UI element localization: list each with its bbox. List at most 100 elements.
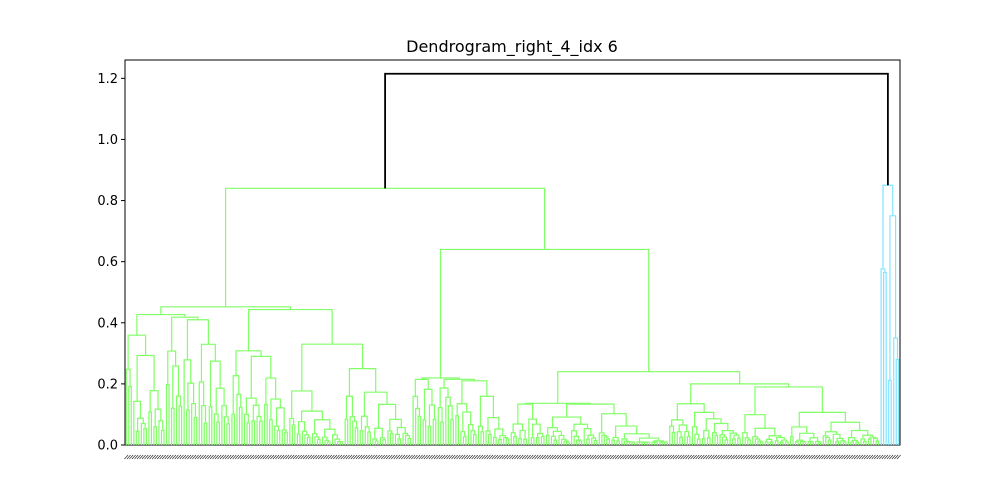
dendrogram-link — [744, 437, 750, 445]
leaf-label — [806, 454, 811, 460]
dendrogram-link — [382, 439, 387, 445]
dendrogram-link — [359, 430, 364, 445]
leaf-label — [803, 454, 808, 460]
dendrogram-link — [616, 440, 621, 445]
dendrogram-link — [337, 440, 342, 445]
dendrogram-link — [136, 417, 144, 432]
dendrogram-link — [696, 438, 701, 445]
leaf-label — [494, 454, 499, 460]
leaf-label — [179, 454, 184, 460]
leaf-label — [733, 454, 738, 460]
dendrogram-link — [530, 437, 535, 445]
dendrogram-link — [742, 432, 748, 445]
leaf-label — [579, 454, 584, 460]
dendrogram-link — [238, 406, 243, 445]
leaf-label — [708, 454, 713, 460]
leaf-label — [189, 454, 194, 460]
leaf-label — [853, 454, 858, 460]
dendrogram-link — [270, 398, 281, 420]
dendrogram-link — [223, 416, 229, 445]
leaf-label — [234, 454, 239, 460]
dendrogram-link — [824, 431, 838, 436]
leaf-label — [685, 454, 690, 460]
leaf-label — [156, 454, 161, 460]
leaf-label — [355, 454, 360, 460]
dendrogram-link — [684, 430, 690, 445]
leaf-label — [509, 454, 514, 460]
leaf-label — [848, 454, 853, 460]
leaf-label — [252, 454, 257, 460]
leaf-label — [697, 454, 702, 460]
leaf-label — [489, 454, 494, 460]
dendrogram-link — [301, 343, 364, 391]
leaf-label — [395, 454, 401, 460]
dendrogram-link — [706, 437, 711, 445]
leaf-label — [335, 454, 340, 460]
dendrogram-link — [754, 386, 823, 415]
dendrogram-link — [352, 420, 358, 445]
leaf-label — [242, 454, 247, 460]
leaf-label — [710, 454, 715, 460]
dendrogram-link — [414, 378, 429, 397]
dendrogram-link — [623, 433, 650, 439]
leaf-label — [418, 454, 423, 460]
dendrogram-link — [154, 408, 162, 427]
leaf-label — [204, 454, 209, 460]
dendrogram-link — [252, 404, 260, 421]
leaf-label — [282, 454, 287, 460]
dendrogram-link — [200, 343, 216, 383]
dendrogram-link — [165, 384, 170, 445]
dendrogram-link — [714, 434, 719, 445]
dendrogram-link — [553, 439, 558, 445]
leaf-label — [323, 454, 328, 460]
leaf-label — [778, 454, 783, 460]
leaf-label — [851, 454, 856, 460]
leaf-label — [272, 454, 277, 460]
dendrogram-link — [518, 437, 522, 445]
leaf-label — [466, 454, 471, 460]
leaf-label — [310, 454, 315, 460]
leaf-label — [330, 454, 335, 460]
dendrogram-link — [140, 422, 146, 445]
leaf-label — [365, 454, 370, 460]
leaf-label — [753, 454, 758, 460]
dendrogram-link — [148, 411, 153, 445]
leaf-label — [167, 454, 172, 460]
dendrogram-link — [427, 425, 432, 445]
leaf-label — [255, 454, 260, 460]
dendrogram-link — [528, 418, 538, 445]
leaf-label — [287, 454, 292, 460]
leaf-label — [846, 454, 851, 460]
dendrogram-link — [245, 397, 257, 415]
dendrogram-link — [510, 432, 516, 445]
leaf-label — [894, 454, 899, 460]
leaf-label — [597, 454, 602, 460]
leaf-label — [635, 454, 640, 460]
dendrogram-link — [686, 435, 691, 445]
leaf-label — [479, 454, 484, 460]
dendrogram-link — [869, 436, 877, 439]
leaf-label — [383, 454, 388, 460]
leaf-label — [768, 454, 773, 460]
dendrogram-link — [557, 371, 741, 404]
leaf-label — [728, 454, 733, 460]
dendrogram-link — [158, 420, 164, 445]
dendrogram-link — [314, 436, 320, 445]
dendrogram-link — [225, 187, 546, 307]
leaf-label — [866, 454, 871, 460]
leaf-label — [562, 454, 567, 460]
chart-title: Dendrogram_right_4_idx 6 — [406, 37, 618, 57]
leaf-label — [182, 454, 187, 460]
leaf-label — [202, 454, 207, 460]
leaf-label — [567, 454, 572, 460]
leaf-label — [730, 454, 735, 460]
leaf-label — [602, 454, 607, 460]
dendrogram-link — [128, 385, 132, 445]
leaf-label — [390, 454, 396, 460]
leaf-label — [622, 454, 627, 460]
dendrogram-link — [754, 438, 761, 445]
leaf-label — [315, 454, 320, 460]
leaf-label — [793, 454, 798, 460]
dendrogram-link — [766, 438, 773, 442]
leaf-label — [217, 454, 222, 460]
